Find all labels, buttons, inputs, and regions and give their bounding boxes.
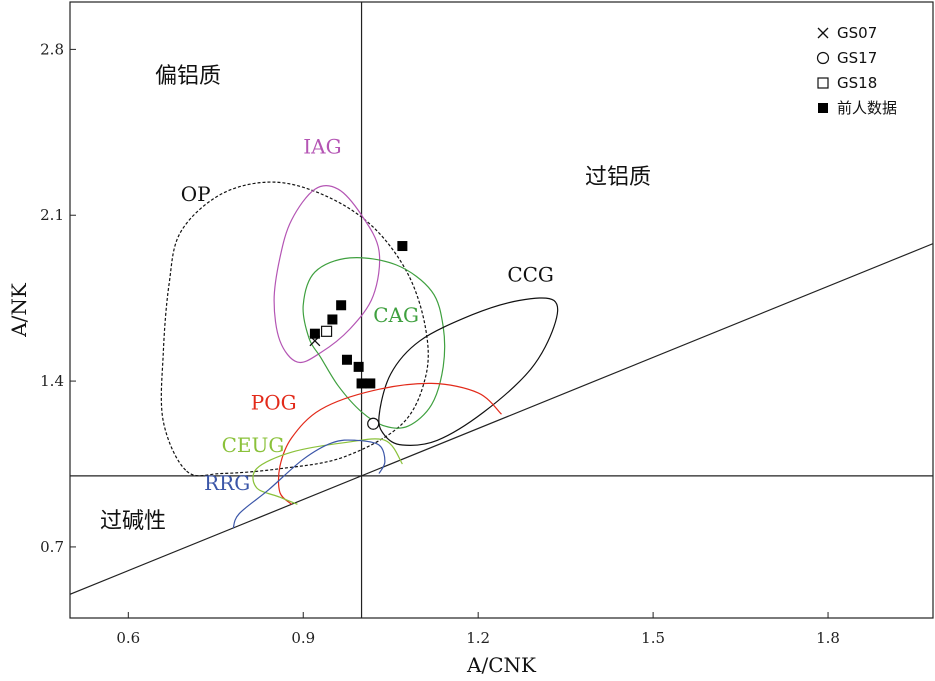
field-rrg-outline	[232, 439, 386, 529]
y-tick-label: 2.1	[40, 206, 64, 224]
plot-frame	[69, 1, 934, 619]
field-cag-label: CAG	[373, 303, 419, 327]
x-tick-label: 0.9	[291, 629, 315, 647]
y-axis-title: A/NK	[7, 282, 31, 338]
region-metaluminous-label: 偏铝质	[155, 64, 221, 89]
point-previous-data	[309, 328, 320, 339]
x-axis-title: A/CNK	[466, 653, 537, 677]
x-tick-label: 1.5	[641, 629, 665, 647]
field-iag-outline	[273, 185, 381, 364]
field-ceug-label: CEUG	[222, 433, 285, 457]
region-peralkaline-label: 过碱性	[100, 509, 166, 534]
legend-marker-0-b	[817, 27, 829, 39]
field-pog-label: POG	[251, 391, 297, 415]
field-ccg-label: CCG	[507, 263, 554, 287]
legend-marker-2	[817, 77, 829, 89]
point-previous-data	[327, 314, 338, 325]
field-iag-label: IAG	[303, 135, 341, 159]
legend-marker-3	[818, 103, 828, 113]
legend-label: GS17	[837, 49, 877, 67]
field-rrg-label: RRG	[204, 471, 250, 495]
legend-marker-0	[817, 27, 829, 39]
field-pog-outline	[277, 382, 502, 505]
x-tick-label: 0.6	[116, 629, 140, 647]
y-tick-label: 0.7	[40, 538, 64, 556]
point-gs17	[367, 417, 380, 430]
y-tick-label: 1.4	[40, 372, 64, 390]
point-previous-data	[353, 361, 364, 372]
field-op-outline	[160, 181, 429, 477]
diagonal-line	[70, 243, 933, 595]
field-op-label: OP	[181, 182, 211, 206]
field-ceug-outline	[252, 438, 403, 505]
region-peraluminous-label: 过铝质	[585, 165, 651, 190]
field-ccg-outline	[378, 297, 559, 446]
legend-label: GS18	[837, 74, 877, 92]
point-previous-data	[341, 354, 352, 365]
y-tick-label: 2.8	[40, 40, 64, 58]
x-tick-label: 1.8	[816, 629, 840, 647]
point-gs18	[320, 325, 333, 337]
field-outlines	[160, 181, 559, 529]
field-cag-outline	[302, 257, 446, 429]
x-tick-label: 1.2	[466, 629, 490, 647]
legend-label: 前人数据	[837, 99, 897, 117]
point-previous-data	[356, 378, 367, 389]
point-previous-data	[397, 241, 408, 252]
legend-marker-1	[816, 51, 830, 65]
legend-label: GS07	[837, 24, 877, 42]
point-previous-data	[336, 300, 347, 311]
guide-lines	[70, 2, 933, 618]
point-previous-data	[365, 378, 376, 389]
